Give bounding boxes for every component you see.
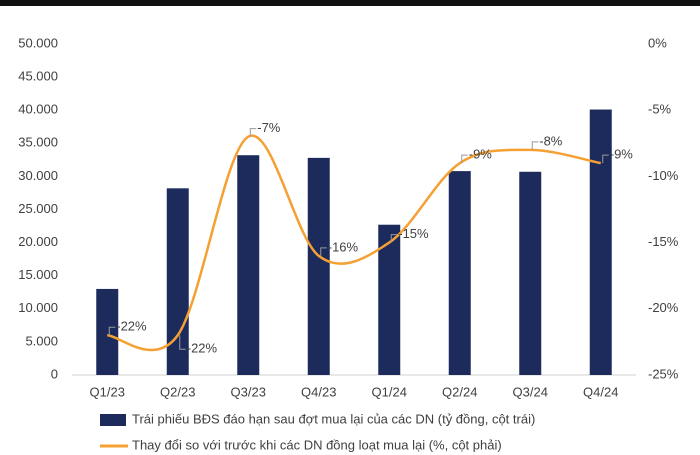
bar xyxy=(237,155,260,375)
legend-swatch xyxy=(100,414,126,426)
x-tick-label: Q4/23 xyxy=(301,384,336,399)
label-leader xyxy=(179,335,186,350)
x-tick-label: Q1/23 xyxy=(90,384,125,399)
y-tick-label: 5.000 xyxy=(25,333,58,348)
y2-tick-label: -5% xyxy=(648,102,672,117)
data-label: -9% xyxy=(469,147,493,162)
y-tick-label: 20.000 xyxy=(18,234,58,249)
legend-label: Thay đổi so với trước khi các DN đồng lo… xyxy=(132,437,502,452)
bar xyxy=(378,224,401,375)
label-leader xyxy=(390,234,398,243)
y-tick-label: 30.000 xyxy=(18,168,58,183)
y-tick-label: 45.000 xyxy=(18,69,58,84)
data-label: -16% xyxy=(328,239,359,254)
y2-tick-label: -20% xyxy=(648,300,679,315)
x-tick-label: Q1/24 xyxy=(372,384,407,399)
y2-tick-label: -10% xyxy=(648,168,679,183)
top-rule xyxy=(0,0,700,6)
x-tick-label: Q2/24 xyxy=(442,384,477,399)
data-label: -8% xyxy=(539,133,563,148)
bar xyxy=(96,288,119,375)
legend-label: Trái phiếu BĐS đáo hạn sau đợt mua lại c… xyxy=(132,411,535,426)
bar xyxy=(519,171,542,375)
x-tick-label: Q3/23 xyxy=(231,384,266,399)
label-leader xyxy=(320,247,327,256)
y-tick-label: 10.000 xyxy=(18,300,58,315)
y2-tick-label: -15% xyxy=(648,234,679,249)
x-tick-label: Q4/24 xyxy=(583,384,618,399)
y2-tick-label: -25% xyxy=(648,366,679,381)
y-tick-label: 40.000 xyxy=(18,102,58,117)
label-leader xyxy=(531,141,539,150)
bar xyxy=(307,157,330,375)
y-tick-label: 35.000 xyxy=(18,135,58,150)
y2-tick-label: 0% xyxy=(648,35,667,50)
line xyxy=(107,134,601,352)
bar xyxy=(448,171,471,375)
label-leader xyxy=(461,154,468,164)
y-tick-label: 15.000 xyxy=(18,267,58,282)
y-tick-label: 50.000 xyxy=(18,35,58,50)
data-label: -15% xyxy=(398,226,429,241)
data-label: -7% xyxy=(257,120,281,135)
label-leader xyxy=(249,128,257,137)
bar xyxy=(166,188,189,375)
x-tick-label: Q2/23 xyxy=(160,384,195,399)
label-leader xyxy=(602,154,609,164)
y-tick-label: 25.000 xyxy=(18,201,58,216)
bar xyxy=(589,109,612,376)
label-leader xyxy=(108,326,116,336)
data-label: -22% xyxy=(116,319,147,334)
data-label: -22% xyxy=(187,341,218,356)
data-label: -9% xyxy=(610,147,634,162)
y-tick-label: 0 xyxy=(51,366,58,381)
x-tick-label: Q3/24 xyxy=(513,384,548,399)
